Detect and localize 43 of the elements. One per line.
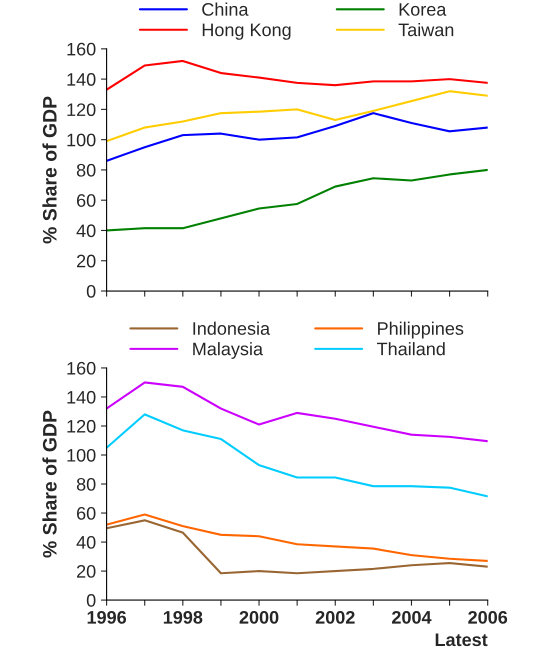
line-series [106, 413, 488, 498]
x-tick-label: 1996 [88, 610, 126, 624]
y-tick-label: 140 [67, 73, 96, 86]
y-tick-label: 160 [67, 362, 96, 375]
y-tick-label: 0 [86, 594, 96, 607]
legend-label: Taiwan [398, 22, 454, 36]
y-tick-label: 80 [76, 478, 96, 491]
y-tick-label: 120 [67, 420, 96, 433]
legend-label: Thailand [377, 342, 445, 356]
legend-label: Indonesia [193, 322, 270, 335]
y-tick-label: 160 [67, 42, 96, 56]
y-tick-label: 120 [67, 103, 96, 116]
legend-label: Philippines [378, 322, 464, 338]
y-tick-label: 100 [67, 448, 96, 462]
y-tick-label: 80 [76, 164, 96, 177]
line-series [106, 112, 488, 162]
y-tick-label: 40 [76, 536, 96, 549]
y-axis-title: % Share of GDP [42, 410, 57, 558]
legend-label: Korea [400, 3, 446, 16]
line-series [106, 90, 488, 142]
y-tick-label: 100 [67, 134, 96, 146]
y-axis-title: % Share of GDP [42, 96, 57, 244]
y-tick-label: 60 [77, 194, 96, 207]
x-tick-label: 1998 [164, 610, 202, 624]
line-series [106, 513, 488, 562]
legend-label: China [202, 2, 248, 16]
x-axis-title: Latest [436, 634, 488, 646]
y-tick-label: 20 [77, 254, 96, 268]
line-series [106, 381, 488, 442]
y-tick-label: 0 [86, 284, 96, 298]
line-series [106, 60, 488, 91]
x-tick-label: 2004 [392, 610, 432, 624]
y-tick-label: 60 [77, 506, 96, 520]
y-tick-label: 40 [76, 224, 96, 238]
y-tick-label: 20 [77, 565, 96, 578]
x-tick-label: 2000 [240, 610, 278, 624]
line-series [106, 168, 488, 232]
x-tick-label: 2002 [316, 610, 355, 624]
legend-label: Malaysia [193, 342, 264, 359]
y-tick-label: 140 [67, 390, 96, 404]
legend-label: Hong Kong [202, 24, 290, 40]
line-series [106, 519, 488, 574]
x-tick-label: 2006 [468, 610, 508, 624]
